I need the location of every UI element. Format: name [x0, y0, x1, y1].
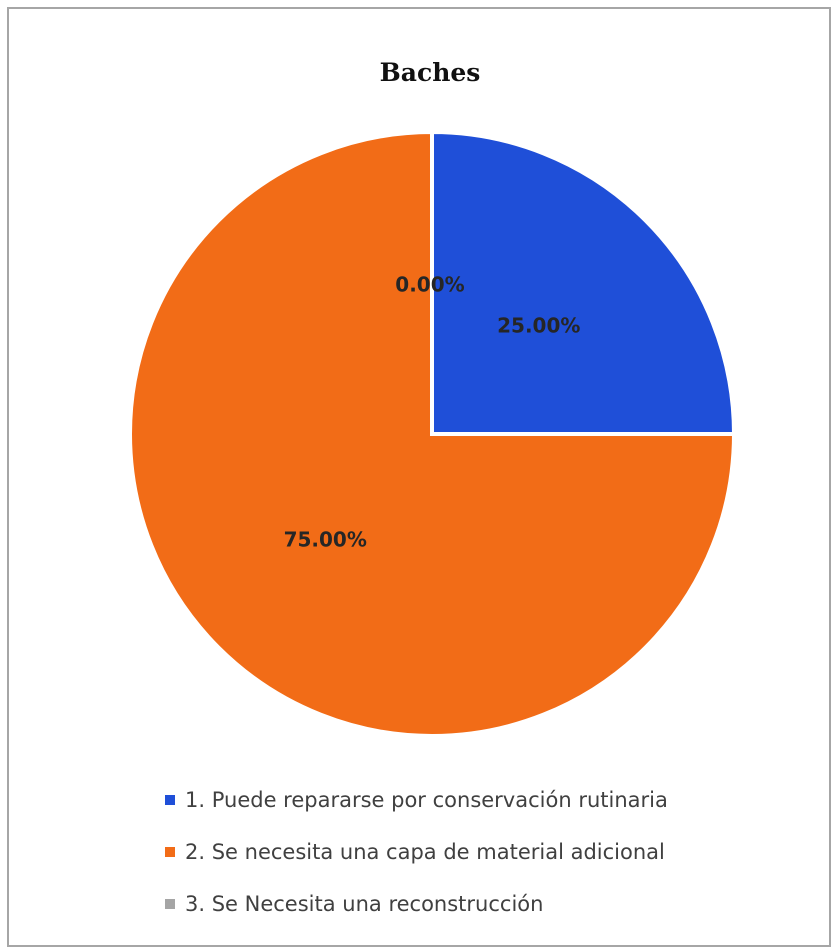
legend-swatch-icon	[165, 795, 175, 805]
chart-legend: 1. Puede repararse por conservación ruti…	[165, 782, 668, 938]
chart-title: Baches	[379, 58, 481, 87]
pie-slice	[430, 129, 737, 436]
legend-swatch-icon	[165, 899, 175, 909]
legend-label: 1. Puede repararse por conservación ruti…	[185, 788, 668, 812]
legend-label: 3. Se Necesita una reconstrucción	[185, 892, 544, 916]
data-label: 25.00%	[497, 314, 580, 338]
legend-label: 2. Se necesita una capa de material adic…	[185, 840, 665, 864]
legend-item: 3. Se Necesita una reconstrucción	[165, 886, 668, 922]
legend-swatch-icon	[165, 847, 175, 857]
data-label: 75.00%	[284, 527, 367, 551]
legend-item: 1. Puede repararse por conservación ruti…	[165, 782, 668, 818]
data-label: 0.00%	[395, 273, 464, 297]
pie-slice	[128, 129, 737, 738]
legend-item: 2. Se necesita una capa de material adic…	[165, 834, 668, 870]
